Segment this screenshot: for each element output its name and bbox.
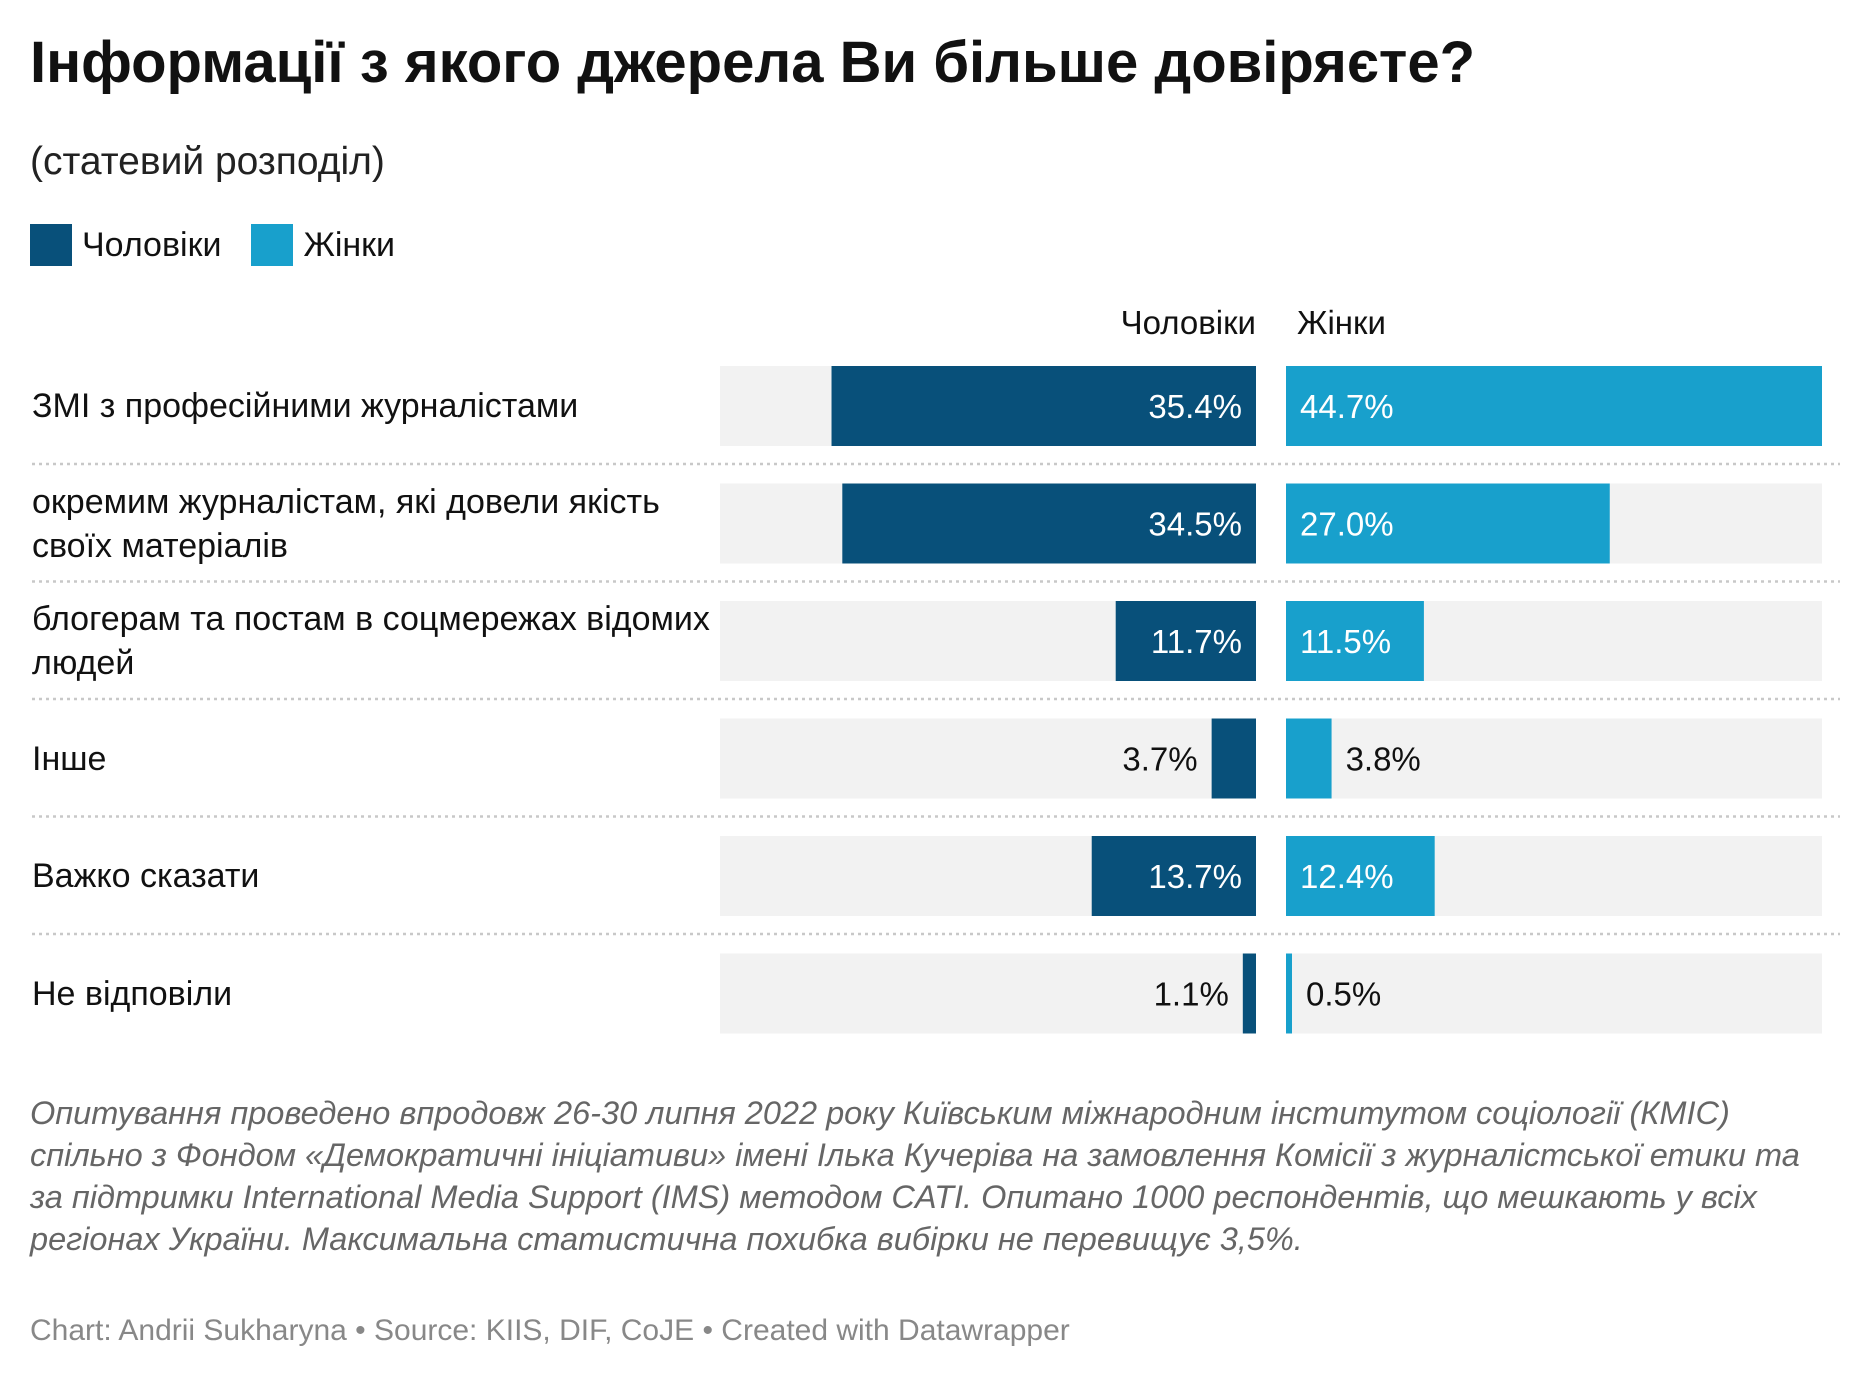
legend: Чоловіки Жінки	[30, 224, 425, 266]
bar-men	[1211, 718, 1256, 799]
legend-swatch-men	[30, 224, 72, 266]
data-label-men: 11.7%	[1151, 623, 1242, 660]
bar-men	[1091, 836, 1256, 916]
column-header-women: Жінки	[1297, 304, 1386, 341]
chart-source: Chart: Andrii Sukharyna • Source: KIIS, …	[30, 1314, 1070, 1347]
bar-women	[1286, 601, 1424, 681]
bar-men	[831, 366, 1256, 446]
legend-item-women: Жінки	[251, 224, 395, 266]
data-label-men: 35.4%	[1148, 388, 1242, 425]
track-women	[1286, 718, 1822, 799]
category-label: Не відповіли	[32, 974, 233, 1013]
data-label-women: 44.7%	[1300, 388, 1394, 425]
data-label-men: 34.5%	[1148, 506, 1242, 543]
bar-women	[1286, 483, 1610, 564]
track-men	[720, 953, 1256, 1034]
track-men	[720, 718, 1256, 799]
bar-men	[1115, 601, 1256, 681]
bar-women	[1286, 836, 1435, 916]
category-label: Інше	[32, 739, 107, 778]
bar-men	[1242, 953, 1256, 1034]
data-label-women: 0.5%	[1306, 976, 1381, 1013]
data-label-men: 13.7%	[1148, 858, 1242, 895]
category-label: блогерам та постам в соцмережах відомих …	[32, 600, 710, 682]
chart-notes: Опитування проведено впродовж 26-30 липн…	[30, 1095, 1800, 1257]
split-bar-chart: 35.4% 44.7% 34.5% 27.0% 11.7% 11.5% 3.7% 3.8% 13…	[32, 366, 1840, 1034]
legend-swatch-women	[251, 224, 294, 266]
column-header-men: Чоловіки	[1120, 304, 1256, 341]
chart-subtitle: (статевий розподіл)	[30, 140, 385, 183]
track-women	[1286, 953, 1822, 1034]
category-label: окремим журналістам, які довели якість с…	[32, 482, 660, 565]
data-label-men: 1.1%	[1154, 976, 1229, 1013]
data-label-women: 27.0%	[1300, 506, 1394, 543]
data-label-women: 11.5%	[1300, 623, 1391, 660]
category-label: Важко сказати	[32, 857, 260, 895]
bar-women	[1286, 718, 1332, 799]
bar-women	[1286, 953, 1292, 1034]
legend-label-women: Жінки	[303, 225, 396, 264]
data-label-men: 3.7%	[1122, 741, 1197, 778]
category-label: ЗМІ з професійними журналістами	[32, 387, 579, 425]
data-label-women: 12.4%	[1300, 858, 1394, 895]
bar-men	[842, 483, 1256, 564]
legend-label-men: Чоловіки	[82, 225, 222, 264]
legend-item-men: Чоловіки	[30, 224, 221, 266]
bar-women	[1286, 366, 1822, 446]
data-label-women: 3.8%	[1346, 741, 1421, 778]
chart-title: Інформації з якого джерела Ви більше дов…	[30, 30, 1476, 95]
